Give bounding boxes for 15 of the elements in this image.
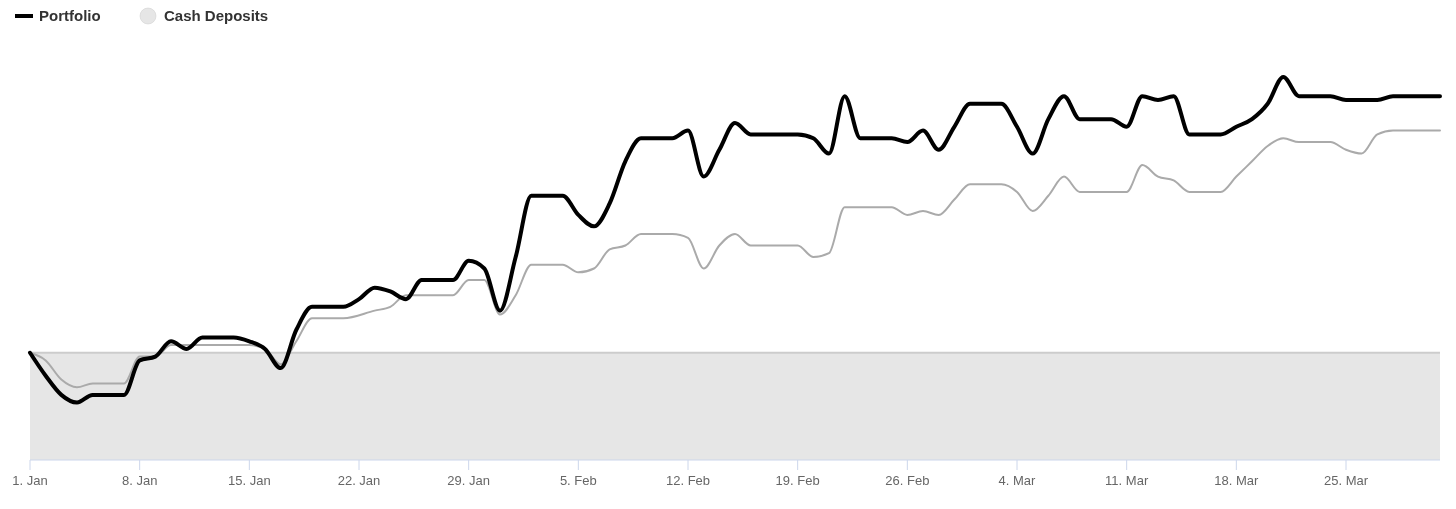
legend-label: Cash Deposits bbox=[164, 7, 269, 24]
x-tick-label: 8. Jan bbox=[121, 473, 158, 488]
x-tick-label: 26. Feb bbox=[885, 473, 930, 488]
legend-label: Portfolio bbox=[39, 7, 101, 24]
x-tick-label: 19. Feb bbox=[775, 473, 820, 488]
x-tick-label: 1. Jan bbox=[12, 473, 48, 488]
x-tick-label: 15. Jan bbox=[228, 473, 271, 488]
x-tick-label: 11. Mar bbox=[1105, 473, 1149, 488]
x-tick-label: 22. Jan bbox=[337, 473, 381, 488]
x-tick-label: 5. Feb bbox=[559, 473, 597, 488]
x-tick-label: 4. Mar bbox=[998, 473, 1037, 488]
x-tick-label: 29. Jan bbox=[447, 473, 490, 488]
x-tick-label: 25. Mar bbox=[1323, 473, 1369, 488]
x-tick-label: 18. Mar bbox=[1214, 473, 1260, 488]
x-tick-label: 12. Feb bbox=[665, 473, 711, 488]
